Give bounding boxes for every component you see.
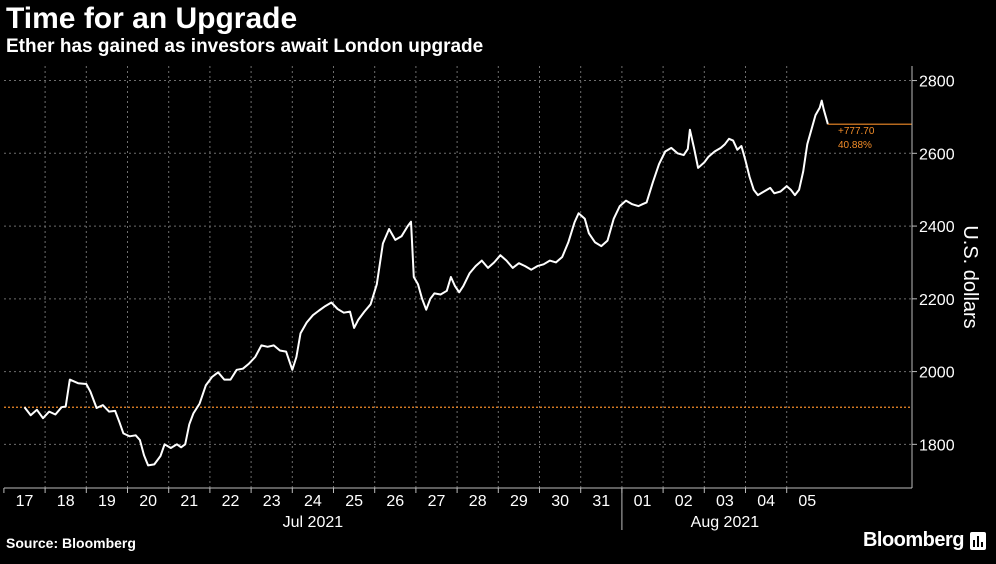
month-label: Aug 2021 — [691, 514, 760, 531]
x-tick-label: 25 — [345, 493, 363, 510]
price-line — [23, 99, 829, 467]
y-axis-label: U.S. dollars — [959, 225, 981, 328]
x-tick-label: 20 — [139, 493, 157, 510]
x-tick-label: 04 — [757, 493, 775, 510]
x-tick-label: 18 — [57, 493, 75, 510]
y-tick-label: 2400 — [919, 219, 955, 236]
y-axis-ticks: 1800 2000 2200 2400 2600 2800 — [911, 66, 955, 488]
x-tick-label: 27 — [428, 493, 446, 510]
x-tick-label: 05 — [798, 493, 816, 510]
bar-chart-icon — [970, 532, 986, 550]
x-tick-label: 24 — [304, 493, 322, 510]
brand-logo: Bloomberg — [862, 529, 965, 551]
day-gridlines — [44, 66, 788, 488]
x-tick-label: 22 — [222, 493, 240, 510]
y-tick-label: 2200 — [919, 292, 955, 309]
x-tick-label: 21 — [180, 493, 198, 510]
gridlines — [4, 80, 912, 445]
chart-title: Time for an Upgrade — [6, 2, 298, 35]
x-tick-label: 31 — [592, 493, 610, 510]
x-tick-label: 02 — [675, 493, 693, 510]
y-tick-label: 1800 — [919, 437, 955, 454]
x-tick-label: 23 — [263, 493, 281, 510]
x-axis: 17 18 19 20 21 22 23 24 25 26 27 28 29 30 31 01 02 03 04 05… — [3, 487, 912, 531]
x-tick-label: 29 — [510, 493, 528, 510]
chart-subtitle: Ether has gained as investors await Lond… — [6, 36, 484, 57]
x-tick-label: 19 — [98, 493, 116, 510]
x-tick-label: 03 — [716, 493, 734, 510]
x-tick-label: 01 — [634, 493, 652, 510]
x-tick-label: 30 — [551, 493, 569, 510]
y-tick-label: 2600 — [919, 146, 955, 163]
month-label: Jul 2021 — [283, 514, 344, 531]
change-annotation: +777.70 — [838, 126, 875, 137]
source-note: Source: Bloomberg — [6, 535, 136, 551]
y-tick-label: 2800 — [919, 74, 955, 91]
x-tick-label: 17 — [16, 493, 34, 510]
y-tick-label: 2000 — [919, 365, 955, 382]
x-tick-label: 28 — [469, 493, 487, 510]
x-tick-label: 26 — [386, 493, 404, 510]
percent-annotation: 40.88% — [838, 140, 872, 151]
